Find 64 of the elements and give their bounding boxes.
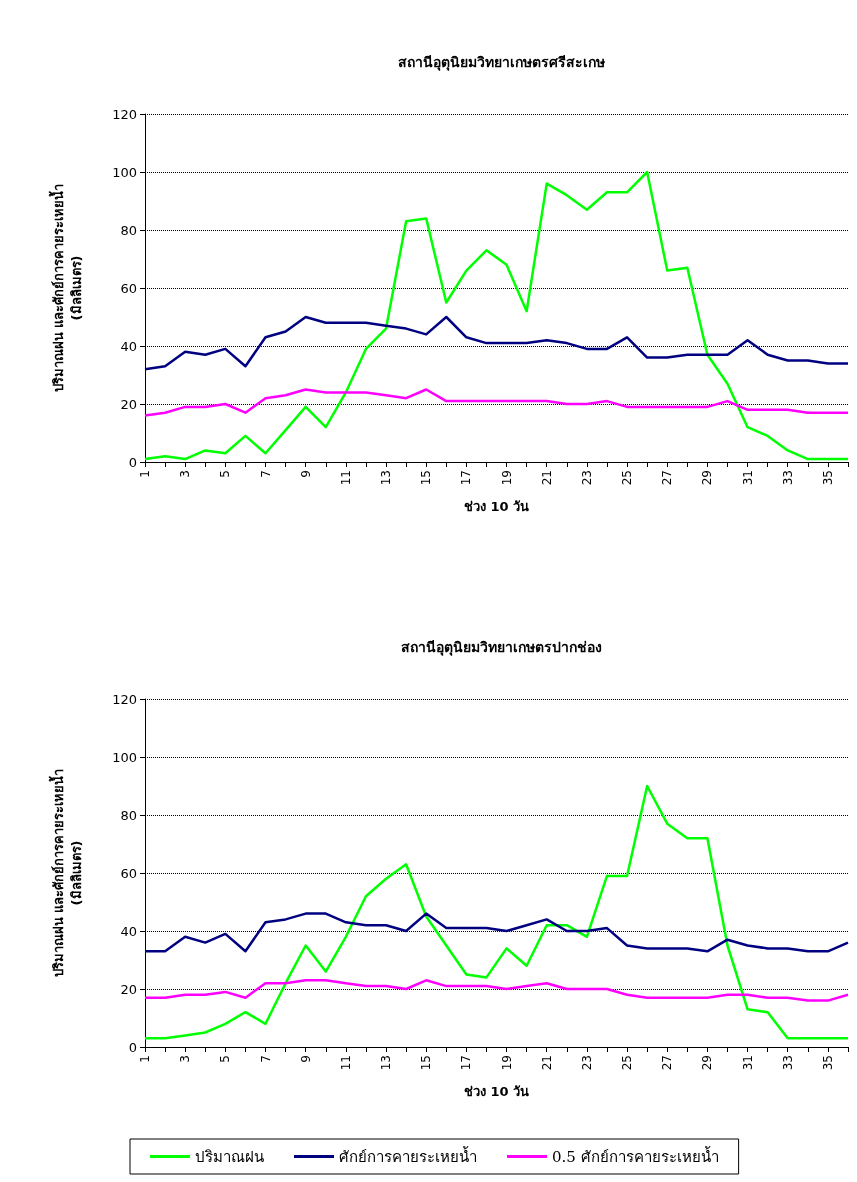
y-tick-label: 80 xyxy=(120,222,137,238)
x-tick-label: 17 xyxy=(459,470,474,486)
chart-title: สถานีอุตุนิยมวิทยาเกษตรปากช่อง xyxy=(400,639,602,656)
x-tick-label: 9 xyxy=(298,1055,313,1063)
y-tick-label: 80 xyxy=(120,807,137,823)
x-tick-label: 35 xyxy=(820,470,835,486)
y-tick-label: 60 xyxy=(120,280,137,296)
y-tick-label: 60 xyxy=(120,865,137,881)
x-tick-label: 13 xyxy=(379,470,394,486)
x-tick-label: 29 xyxy=(700,1055,715,1071)
chart-title: สถานีอุตุนิยมวิทยาเกษตรศรีสะเกษ xyxy=(397,54,605,71)
y-tick-label: 20 xyxy=(120,981,137,997)
x-tick-label: 27 xyxy=(660,470,675,486)
line-series xyxy=(143,315,850,371)
x-tick-label: 31 xyxy=(740,470,755,486)
line-series xyxy=(143,912,850,953)
x-tick-label: 7 xyxy=(258,470,273,478)
x-tick-label: 25 xyxy=(620,470,635,486)
x-tick-label: 9 xyxy=(298,470,313,478)
x-tick-label: 25 xyxy=(620,1055,635,1071)
x-tick-label: 21 xyxy=(539,1055,554,1071)
x-tick-label: 5 xyxy=(218,470,233,478)
y-tick-label: 100 xyxy=(112,749,137,765)
legend-label: 0.5 ศักย์การคายระเหยน้ำ xyxy=(552,1145,719,1166)
x-tick-label: 1 xyxy=(138,1055,152,1063)
y-tick-label: 40 xyxy=(120,338,137,354)
x-tick-label: 3 xyxy=(178,1055,193,1063)
line-series xyxy=(143,979,850,1002)
y-tick-label: 20 xyxy=(120,396,137,412)
legend-label: ปริมาณฝน xyxy=(195,1147,264,1166)
x-tick-label: 15 xyxy=(419,470,434,486)
x-tick-label: 13 xyxy=(379,1055,394,1071)
x-tick-label: 31 xyxy=(740,1055,755,1071)
y-tick-label: 100 xyxy=(112,164,137,180)
x-tick-label: 17 xyxy=(459,1055,474,1071)
x-tick-label: 11 xyxy=(338,1055,353,1071)
x-tick-label: 35 xyxy=(820,1055,835,1071)
y-tick-label: 120 xyxy=(112,106,137,122)
x-axis-title: ช่วง 10 วัน xyxy=(463,1084,530,1099)
x-tick-label: 27 xyxy=(660,1055,675,1071)
x-tick-label: 5 xyxy=(218,1055,233,1063)
x-tick-label: 19 xyxy=(499,470,514,486)
x-tick-label: 19 xyxy=(499,1055,514,1071)
x-tick-label: 23 xyxy=(579,1055,594,1071)
y-axis-title: ปริมาณฝน และศักย์การคายระเหยน้ำ (มิลลิเมตร) xyxy=(47,183,84,393)
x-tick-label: 21 xyxy=(539,470,554,486)
y-tick-label: 0 xyxy=(128,1039,137,1055)
x-tick-label: 29 xyxy=(700,470,715,486)
line-series xyxy=(143,388,850,417)
x-tick-label: 33 xyxy=(780,470,795,486)
x-tick-label: 23 xyxy=(579,470,594,486)
x-tick-label: 15 xyxy=(419,1055,434,1071)
legend-label: ศักย์การคายระเหยน้ำ xyxy=(339,1145,477,1166)
x-axis-title: ช่วง 10 วัน xyxy=(463,499,530,514)
y-axis-title: ปริมาณฝน และศักย์การคายระเหยน้ำ (มิลลิเมตร) xyxy=(47,768,84,978)
x-tick-label: 33 xyxy=(780,1055,795,1071)
y-tick-label: 0 xyxy=(128,454,137,470)
y-tick-label: 120 xyxy=(112,691,137,707)
x-tick-label: 3 xyxy=(178,470,193,478)
x-tick-label: 1 xyxy=(138,470,152,478)
line-series xyxy=(143,784,850,1040)
x-tick-label: 7 xyxy=(258,1055,273,1063)
x-tick-label: 11 xyxy=(338,470,353,486)
y-tick-label: 40 xyxy=(120,923,137,939)
